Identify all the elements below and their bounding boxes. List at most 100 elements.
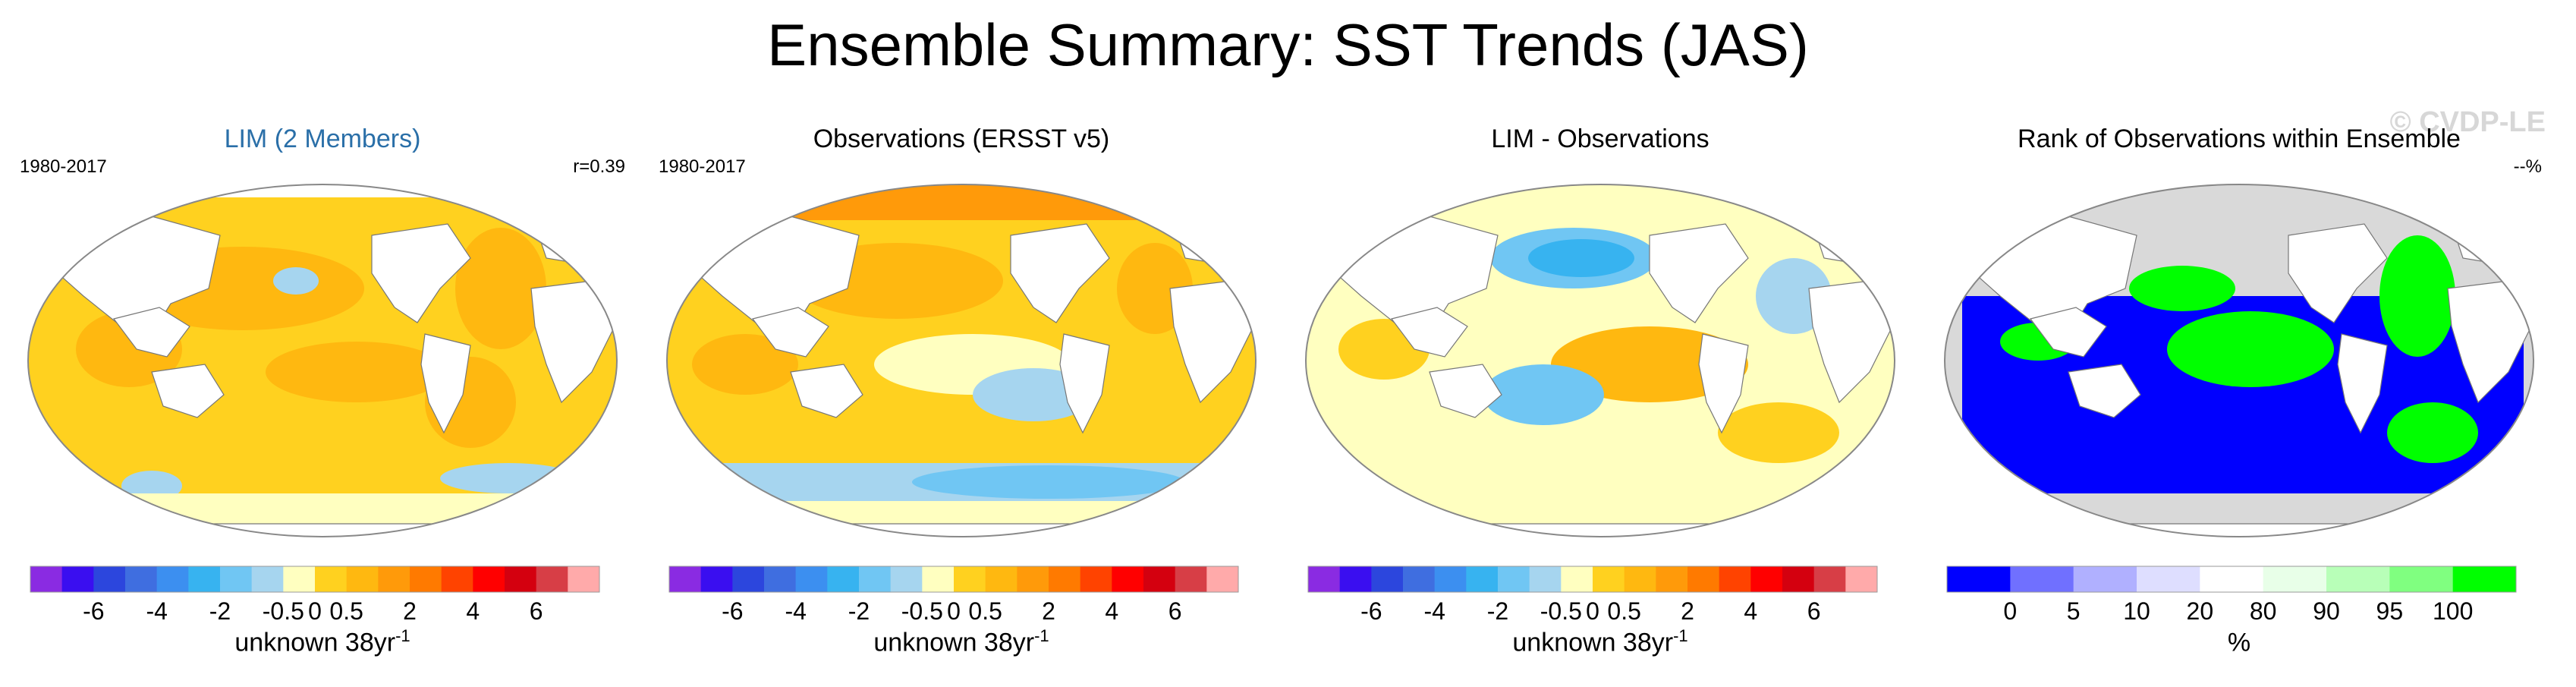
colorbar-tick-label: 6 — [530, 597, 543, 625]
colorbar-swatch — [1175, 566, 1207, 592]
units-prefix: unknown 38yr — [234, 628, 396, 657]
colorbar-swatch — [156, 566, 189, 592]
colorbar-tick-label: -6 — [83, 597, 104, 625]
colorbar-tick-label: 80 — [2250, 597, 2277, 625]
continent-asia-south — [2029, 307, 2107, 358]
trend-blob — [912, 465, 1185, 499]
arctic-mask — [28, 184, 617, 197]
continent-south-america — [2337, 333, 2388, 434]
colorbar-swatch — [93, 566, 126, 592]
colorbar-swatch — [1017, 566, 1049, 592]
colorbar-tick-label: 0 — [2003, 597, 2017, 625]
continent-asia-south — [751, 307, 829, 358]
continent-australia — [790, 364, 863, 418]
units-prefix: unknown 38yr — [873, 628, 1035, 657]
map-lim — [27, 184, 618, 537]
colorbar-swatch — [1813, 566, 1846, 592]
rank-high-region — [2387, 402, 2478, 463]
colorbar-tick-label: -6 — [722, 597, 743, 625]
colorbar-tick-label: -2 — [848, 597, 870, 625]
percent-label: --% — [2513, 156, 2542, 177]
colorbar-swatch — [795, 566, 828, 592]
map-border — [1305, 184, 1895, 537]
colorbar-swatch — [1049, 566, 1081, 592]
colorbar-swatch — [1371, 566, 1404, 592]
trend-blob — [273, 267, 319, 295]
panel-lim: LIM (2 Members) 1980-2017 r=0.39 — [15, 121, 630, 683]
colorbar-tick-label: -4 — [1423, 597, 1445, 625]
continent-north-america — [1010, 223, 1110, 323]
colorbar: 0 5 10 20 80 90 95 100 — [1946, 566, 2517, 625]
trend-blob — [266, 342, 448, 402]
colorbar-swatch — [1656, 566, 1688, 592]
continent-antarctica — [675, 523, 1247, 537]
trend-blob — [692, 334, 798, 395]
panel-title: LIM (2 Members) — [224, 124, 421, 153]
continent-australia — [1429, 364, 1502, 418]
colorbar-swatch — [2073, 566, 2137, 592]
colorbar-swatch — [61, 566, 94, 592]
colorbar-swatch — [315, 566, 348, 592]
map-border — [27, 184, 618, 537]
colorbar-swatch — [283, 566, 316, 592]
colorbar: -6 -4 -2 -0.5 0 0.5 2 4 6 — [1307, 566, 1878, 625]
colorbar-swatch — [922, 566, 955, 592]
rank-high-region — [2379, 235, 2455, 357]
panel-observations: Observations (ERSST v5) 1980-2017 -6 -4 -2… — [654, 121, 1269, 683]
colorbar-swatch — [1466, 566, 1499, 592]
colorbar-tick-label: 0.5 — [329, 597, 363, 625]
colorbar-swatch — [1308, 566, 1341, 592]
colorbar-tick-label: 4 — [1105, 597, 1118, 625]
correlation-label: r=0.39 — [573, 156, 625, 177]
colorbar-swatch — [985, 566, 1018, 592]
continent-antarctica — [1953, 523, 2525, 537]
panel-title: LIM - Observations — [1491, 124, 1709, 153]
continent-australia — [2068, 364, 2141, 418]
colorbar-tick-label: 6 — [1168, 597, 1182, 625]
colorbar-tick-label: 2 — [1042, 597, 1055, 625]
trend-blob — [1718, 402, 1839, 463]
colorbar-tick-label: -4 — [146, 597, 167, 625]
colorbar-swatch — [1206, 566, 1239, 592]
continent-south-america — [1059, 333, 1110, 434]
colorbar-tick-label: 90 — [2313, 597, 2340, 625]
colorbar-tick-label: -2 — [209, 597, 231, 625]
map-difference — [1305, 184, 1895, 537]
colorbar-swatch — [732, 566, 765, 592]
colorbar-tick-label: 5 — [2067, 597, 2081, 625]
colorbar-swatch — [1434, 566, 1467, 592]
units-label: unknown 38yr-1 — [15, 626, 630, 657]
panel-title: Rank of Observations within Ensemble — [2018, 124, 2461, 153]
units-prefix: unknown 38yr — [1512, 628, 1674, 657]
colorbar-swatch — [1529, 566, 1562, 592]
colorbar-swatch — [700, 566, 733, 592]
colorbar-swatch — [1403, 566, 1436, 592]
colorbar-swatch — [1112, 566, 1144, 592]
units-label: % — [1932, 626, 2546, 657]
colorbar-swatch — [1143, 566, 1176, 592]
units-exponent: -1 — [1034, 626, 1049, 645]
colorbar-swatch — [1750, 566, 1783, 592]
continent-south-america — [1698, 333, 1749, 434]
colorbar-swatch — [954, 566, 986, 592]
colorbar-swatch — [764, 566, 797, 592]
watermark: © CVDP-LE — [2389, 106, 2546, 138]
colorbar-swatch — [2263, 566, 2327, 592]
colorbar-swatch — [859, 566, 892, 592]
colorbar: -6 -4 -2 -0.5 0 0.5 2 4 6 — [30, 566, 600, 625]
continent-antarctica — [36, 523, 609, 537]
colorbar-tick-label: 2 — [403, 597, 417, 625]
panel-title: Observations (ERSST v5) — [813, 124, 1110, 153]
colorbar-tick-label: -4 — [785, 597, 806, 625]
colorbar-swatch — [220, 566, 253, 592]
colorbar-swatch — [1624, 566, 1656, 592]
colorbar-tick-label: 0.5 — [968, 597, 1002, 625]
colorbar-tick-label: 0.5 — [1607, 597, 1640, 625]
colorbar-swatch — [1845, 566, 1878, 592]
colorbar-swatch — [1947, 566, 2011, 592]
colorbar-frame — [1307, 566, 1878, 593]
colorbar-swatch — [890, 566, 923, 592]
colorbar-swatch — [505, 566, 537, 592]
colorbar-swatch — [669, 566, 702, 592]
map-border — [666, 184, 1257, 537]
